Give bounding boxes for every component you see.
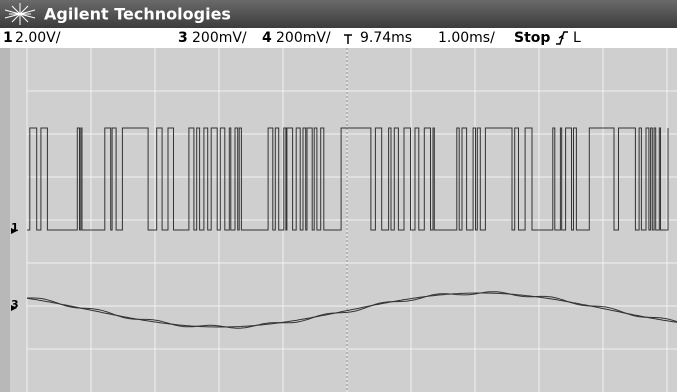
header-title: Agilent Technologies [44, 5, 231, 24]
oscilloscope-screen: Agilent Technologies 1 2.00V/ 3 200mV/ 4… [0, 0, 677, 392]
channel-scale: 200mV/ [276, 30, 331, 46]
channel-scale: 200mV/ [192, 30, 247, 46]
channel-number: 4 [262, 30, 272, 46]
time-delay: 9.74ms [360, 30, 412, 46]
trigger-mode: L [573, 30, 581, 46]
run-state: Stop [514, 30, 550, 46]
page: {"header": {"title": "Agilent Technologi… [0, 0, 677, 392]
channel-number: 3 [178, 30, 188, 46]
channel-number: 1 [3, 30, 13, 46]
time-scale: 1.00ms/ [438, 30, 495, 46]
marker-strip [0, 48, 10, 392]
channel-scale: 2.00V/ [15, 30, 61, 46]
